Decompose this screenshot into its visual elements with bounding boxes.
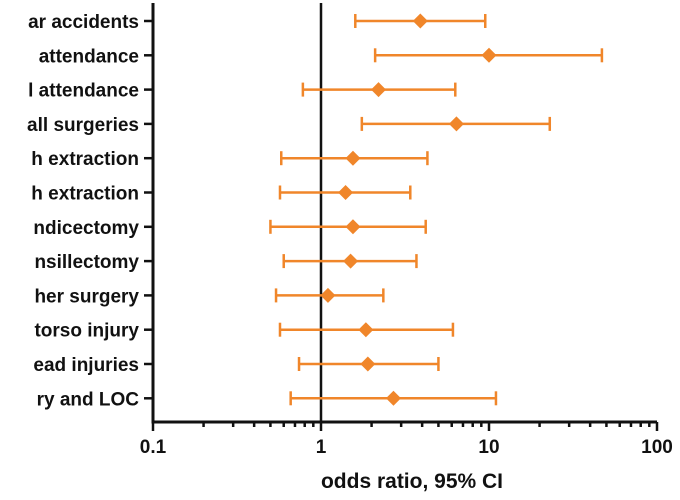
category-label: ar accidents [28, 12, 139, 33]
ci-row [278, 185, 412, 200]
point-estimate-diamond [345, 219, 361, 235]
x-tick-label: 0.1 [140, 437, 167, 458]
ci-row [297, 356, 440, 372]
x-axis-ticks: 0.1 1 10 100 [140, 19, 673, 458]
point-estimate-diamond [448, 116, 464, 132]
point-estimate-diamond [385, 390, 401, 406]
category-label: h extraction [31, 149, 139, 170]
point-estimate-diamond [371, 82, 387, 98]
category-label: ry and LOC [37, 389, 140, 410]
x-tick-label: 10 [478, 437, 499, 458]
point-estimate-diamond [481, 47, 497, 63]
ci-row [274, 287, 385, 303]
category-label: h extraction [31, 184, 139, 205]
category-label: all surgeries [27, 115, 139, 136]
x-tick-label: 1 [316, 437, 327, 458]
point-estimate-diamond [360, 356, 376, 372]
ci-row [354, 13, 487, 29]
point-estimate-diamond [338, 185, 354, 200]
category-labels: ar accidents attendance l attendance all su… [27, 12, 139, 410]
category-label: her surgery [34, 286, 139, 307]
point-estimate-diamond [320, 287, 336, 303]
ci-row [360, 116, 552, 132]
ci-row [289, 390, 498, 406]
category-label: ndicectomy [33, 218, 139, 239]
ci-row [278, 322, 455, 338]
point-estimate-diamond [343, 253, 359, 269]
ci-row [282, 253, 418, 269]
point-estimate-diamond [358, 322, 374, 338]
ci-row [373, 47, 604, 63]
x-tick-label: 100 [641, 437, 673, 458]
ci-row [280, 150, 429, 166]
category-label: l attendance [28, 81, 139, 102]
category-label: attendance [39, 46, 139, 67]
ci-row [269, 219, 427, 235]
point-estimate-diamond [345, 150, 361, 166]
category-label: ead injuries [33, 355, 139, 376]
category-label: torso injury [34, 321, 139, 342]
point-estimate-diamond [412, 13, 428, 29]
x-axis-title: odds ratio, 95% CI [321, 470, 503, 493]
ci-marks [269, 13, 604, 406]
ci-row [301, 82, 457, 98]
category-label: nsillectomy [34, 252, 139, 273]
